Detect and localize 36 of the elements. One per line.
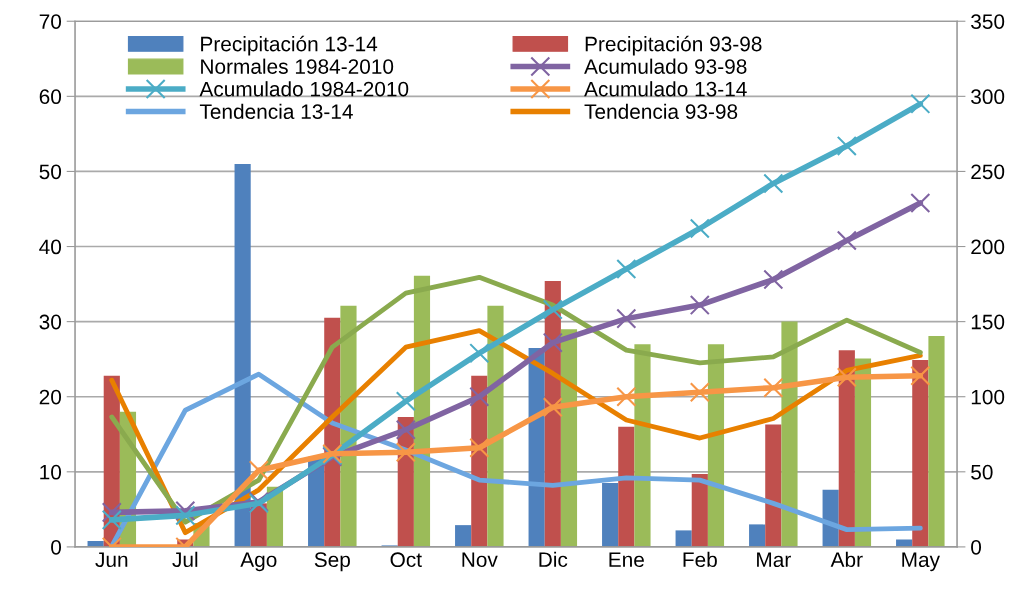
x-tick-label: Sep — [314, 552, 350, 572]
legend-label: Tendencia 93-98 — [584, 103, 738, 120]
x-tick-label: Abr — [830, 551, 863, 568]
y-tick-label: 40 — [39, 239, 62, 255]
y2-tick-label: 300 — [971, 89, 1005, 105]
x-tick-label: Jun — [95, 552, 128, 568]
x-tick-label: May — [902, 552, 940, 572]
y2-tick-label: 100 — [971, 389, 1005, 405]
legend-label: Tendencia 13-14 — [199, 103, 353, 120]
y-tick-label: 70 — [39, 14, 62, 29]
x-tick-label: Feb — [683, 551, 717, 568]
legend-label: Precipitación 93-98 — [585, 35, 762, 56]
y2-tick-label: 150 — [971, 314, 1005, 330]
x-tick-label: Mar — [757, 552, 791, 568]
y2-tick-label: 250 — [971, 164, 1005, 180]
x-tick-label: Jul — [172, 551, 198, 568]
legend-label: Normales 1984-2010 — [201, 58, 394, 74]
x-tick-label: Oct — [390, 552, 422, 568]
y2-tick-label: 200 — [971, 239, 1005, 255]
legend-label: Acumulado 1984-2010 — [199, 81, 409, 97]
y-tick-label: 60 — [39, 89, 62, 105]
y-tick-label: 30 — [39, 314, 62, 330]
x-tick-label: Ago — [240, 552, 277, 572]
y-tick-label: 10 — [40, 464, 62, 480]
y-tick-label: 50 — [39, 164, 62, 180]
y2-tick-label: 50 — [971, 464, 993, 480]
y2-tick-label: 0 — [971, 539, 982, 555]
legend-label: Precipitación 13-14 — [201, 35, 378, 56]
legend-label: Acumulado 93-98 — [584, 58, 747, 74]
x-tick-label: Ene — [609, 552, 644, 568]
y2-tick-label: 350 — [971, 14, 1005, 29]
x-tick-label: Dic — [539, 551, 568, 568]
legend-label: Acumulado 13-14 — [584, 81, 747, 97]
y-tick-label: 20 — [39, 389, 62, 405]
x-tick-label: Nov — [462, 552, 498, 568]
y-tick-label: 0 — [51, 539, 62, 555]
